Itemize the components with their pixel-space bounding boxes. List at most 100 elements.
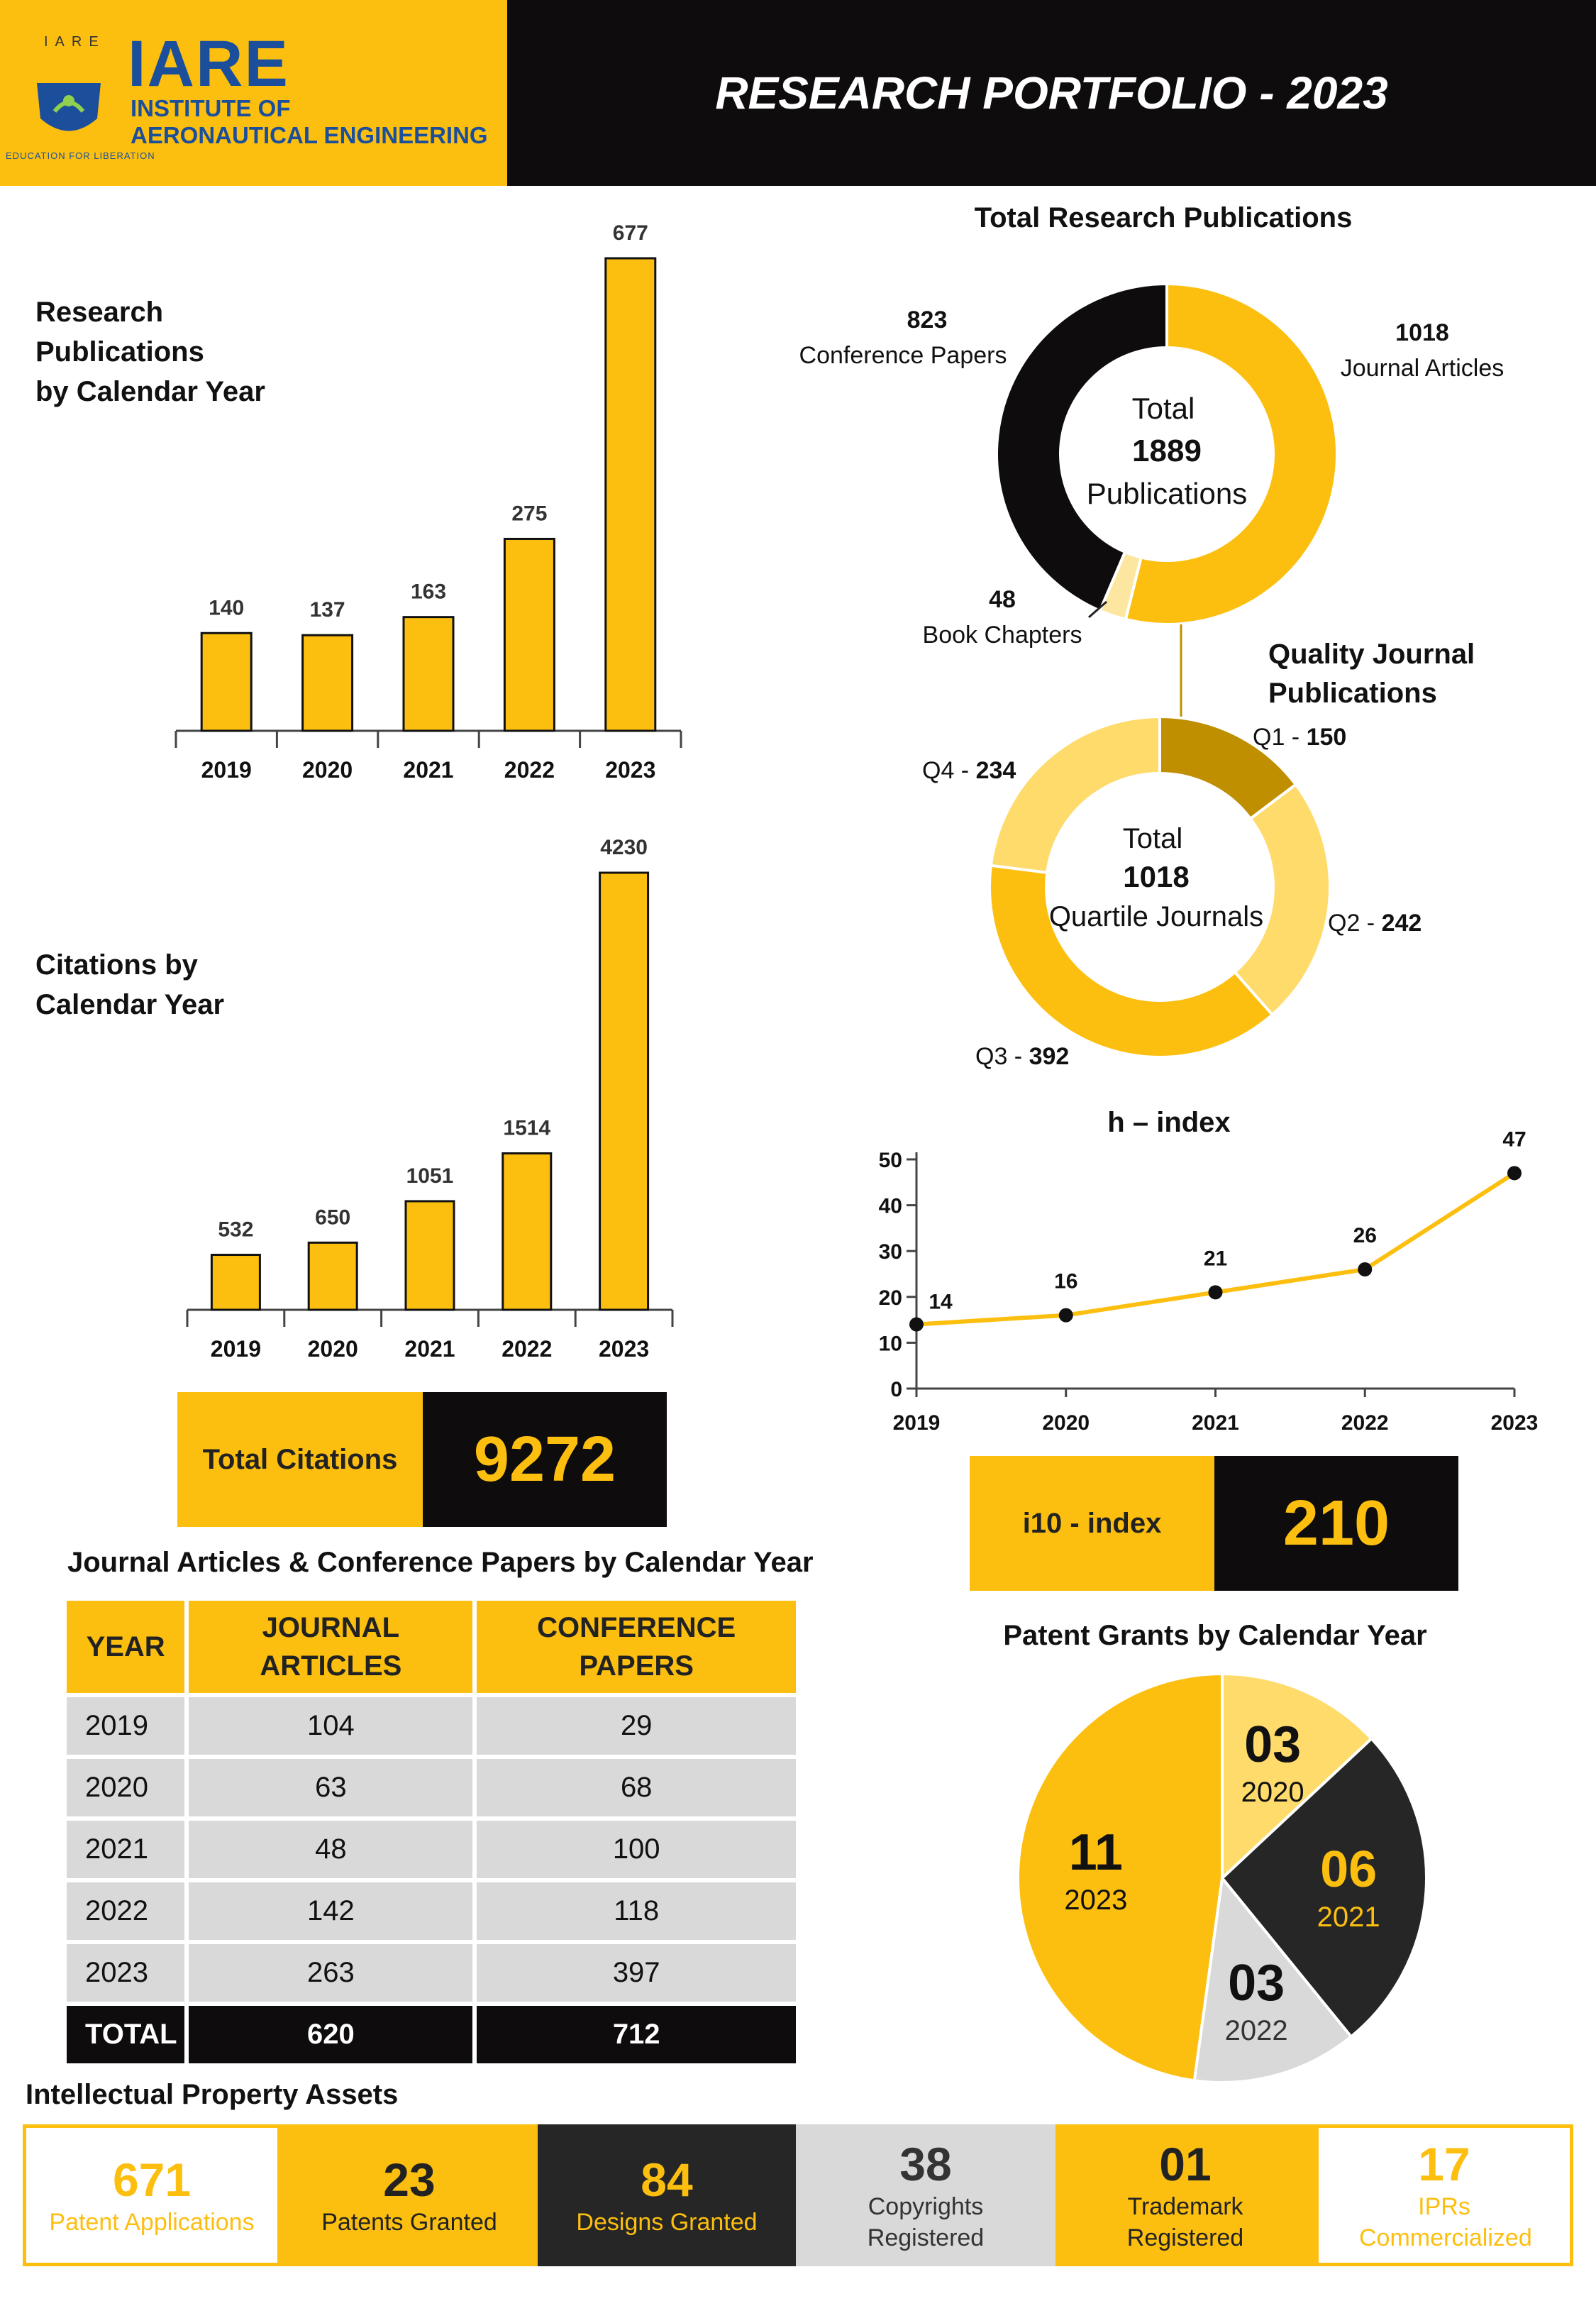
label-q1-value: 150 <box>1307 724 1347 751</box>
h-index-point <box>909 1317 924 1332</box>
donut-pub-title: Total Research Publications <box>975 202 1353 233</box>
label-q2-name: Q2 - <box>1328 910 1382 937</box>
ip-trademark: 01 Trademark Registered <box>1055 2124 1315 2266</box>
bar-value-label: 275 <box>511 502 547 525</box>
table-cell-journal: 142 <box>189 1882 473 1940</box>
label-q1-name: Q1 - <box>1253 724 1307 751</box>
h-index-value-label: 16 <box>1054 1270 1077 1293</box>
donut-quality-center-total: 1018 <box>1123 860 1189 893</box>
bar <box>604 257 657 732</box>
cit-chart-title-line1: Citations by <box>35 949 198 981</box>
label-q3-name: Q3 - <box>975 1043 1029 1070</box>
h-index-point <box>1507 1166 1522 1181</box>
table-title: Journal Articles & Conference Papers by … <box>67 1547 814 1578</box>
slice-conference-papers <box>995 282 1168 613</box>
table-cell-year: 2021 <box>67 1821 185 1878</box>
y-tick-label: 10 <box>879 1332 902 1355</box>
bar <box>404 1200 455 1311</box>
x-tick-label: 2023 <box>605 757 655 783</box>
x-tick-label: 2020 <box>308 1336 358 1362</box>
x-tick-label: 2022 <box>504 757 555 783</box>
label-book-name: Book Chapters <box>923 622 1082 649</box>
x-tick-label: 2023 <box>599 1336 649 1362</box>
ip-label: Trademark Registered <box>1126 2193 1244 2251</box>
table-total-journal: 620 <box>189 2006 473 2063</box>
table-cell-conference: 118 <box>477 1882 796 1940</box>
patent-slice-value: 11 <box>1069 1824 1123 1881</box>
bar-value-label: 677 <box>613 221 648 245</box>
table-row: 2021 48 100 <box>67 1821 796 1878</box>
label-book-value: 48 <box>989 586 1016 613</box>
label-q2: Q2 - 242 <box>1328 910 1422 937</box>
table-cell-year: 2020 <box>67 1759 185 1816</box>
table-cell-conference: 68 <box>477 1759 796 1816</box>
ip-number: 17 <box>1418 2138 1470 2190</box>
bar-value-label: 650 <box>315 1206 350 1229</box>
y-tick-label: 20 <box>879 1286 902 1310</box>
quality-title-line2: Publications <box>1268 678 1437 709</box>
logo-small-text: IARE <box>44 34 106 50</box>
patent-slice-year: 2022 <box>1225 2015 1288 2046</box>
table-cell-conference: 29 <box>477 1697 796 1755</box>
ip-label: IPRs Commercialized <box>1359 2193 1532 2251</box>
x-tick-label: 2019 <box>201 757 252 783</box>
table-cell-year: 2023 <box>67 1944 185 2002</box>
logo-acronym: IARE <box>128 28 289 100</box>
slice-2022 <box>1192 1875 1353 2084</box>
ip-number: 23 <box>383 2153 436 2206</box>
pub-chart-title: Research Publications by Calendar Year <box>35 292 265 412</box>
table-row: 2023 263 397 <box>67 1944 796 2002</box>
logo-name-line2: AERONAUTICAL ENGINEERING <box>131 122 488 148</box>
label-q4: Q4 - 234 <box>922 757 1016 784</box>
bar-value-label: 163 <box>411 580 446 604</box>
label-q3-value: 392 <box>1029 1043 1070 1070</box>
i10-index-label: i10 - index <box>970 1456 1214 1591</box>
y-tick-label: 40 <box>879 1195 902 1218</box>
x-tick-label: 2021 <box>404 1336 455 1362</box>
cit-chart-title-line2: Calendar Year <box>35 989 225 1020</box>
patent-slice-year: 2021 <box>1317 1902 1380 1933</box>
h-index-value-label: 26 <box>1353 1224 1377 1247</box>
y-tick-label: 50 <box>879 1149 902 1172</box>
page-title: RESEARCH PORTFOLIO - 2023 <box>715 67 1388 118</box>
slice-2020 <box>1221 1672 1374 1882</box>
bar <box>307 1241 358 1311</box>
h-index-value-label: 21 <box>1204 1247 1227 1270</box>
bar <box>402 616 455 732</box>
x-tick-label: 2023 <box>1491 1411 1539 1435</box>
table-cell-journal: 104 <box>189 1697 473 1755</box>
x-tick-label: 2022 <box>1341 1411 1389 1435</box>
slice-2023 <box>1016 1672 1224 2082</box>
donut-quality-center-line1: Total <box>1123 823 1183 854</box>
cit-chart-title: Citations by Calendar Year <box>35 945 224 1025</box>
y-tick-label: 30 <box>879 1240 902 1264</box>
bar <box>599 871 650 1311</box>
label-q1: Q1 - 150 <box>1253 724 1346 751</box>
bar-value-label: 137 <box>310 598 345 622</box>
table-cell-journal: 48 <box>189 1821 473 1878</box>
table-cell-journal: 263 <box>189 1944 473 2002</box>
ip-label: Patent Applications <box>49 2209 255 2236</box>
bar-value-label: 1514 <box>503 1117 550 1140</box>
table-header-journal: JOURNAL ARTICLES <box>189 1601 473 1693</box>
table-cell-journal: 63 <box>189 1759 473 1816</box>
bar-value-label: 4230 <box>600 836 648 859</box>
bar <box>301 634 354 732</box>
label-conference-value: 823 <box>907 307 948 333</box>
ip-label: Patents Granted <box>321 2209 497 2236</box>
ip-number: 84 <box>641 2153 693 2206</box>
table-total-label: TOTAL <box>67 2006 185 2063</box>
x-tick-label: 2020 <box>302 757 353 783</box>
donut-pub-center-line3: Publications <box>1087 477 1247 510</box>
slice-journal-articles <box>1124 282 1339 626</box>
ip-patent-applications: 671 Patent Applications <box>23 2124 281 2266</box>
pub-chart-title-line3: by Calendar Year <box>35 376 265 407</box>
ip-section-title: Intellectual Property Assets <box>26 2079 399 2110</box>
ip-number: 671 <box>112 2153 192 2206</box>
ip-number: 01 <box>1159 2138 1212 2190</box>
h-index-point <box>1358 1262 1373 1277</box>
quality-title-line1: Quality Journal <box>1268 639 1475 670</box>
table-total-row: TOTAL 620 712 <box>67 2006 796 2063</box>
logo-motto: EDUCATION FOR LIBERATION <box>6 150 155 161</box>
ip-number: 38 <box>899 2138 952 2190</box>
